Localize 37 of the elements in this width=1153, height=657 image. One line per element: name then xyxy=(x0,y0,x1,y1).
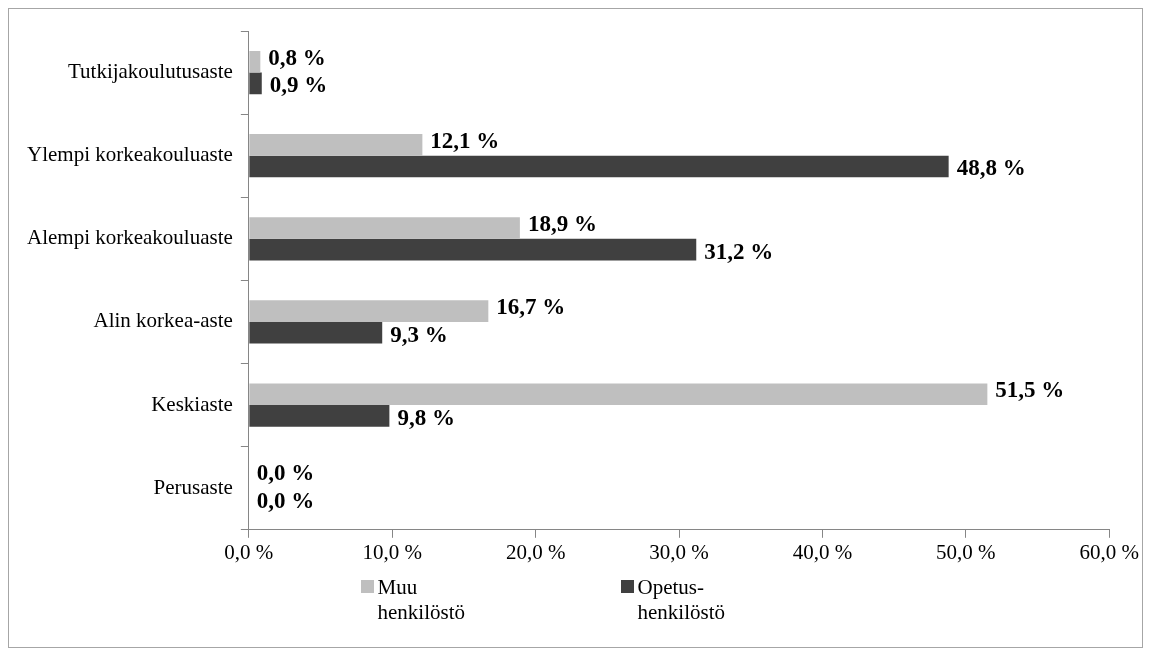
bar xyxy=(249,155,949,178)
bar xyxy=(249,50,261,73)
y-tick-label: Tutkijakoulutusaste xyxy=(67,59,233,84)
x-tick-label: 10,0 % xyxy=(362,539,423,564)
x-tick-label: 20,0 % xyxy=(505,539,566,564)
x-tick-label: 30,0 % xyxy=(649,539,709,564)
x-tick-label: 50,0 % xyxy=(936,539,996,564)
data-label: 9,8 % xyxy=(397,404,455,430)
data-label: 9,3 % xyxy=(390,321,448,347)
bar xyxy=(249,383,988,406)
data-label: 0,8 % xyxy=(268,44,326,70)
bar xyxy=(249,217,520,239)
bar xyxy=(249,72,262,95)
bar xyxy=(249,238,697,261)
x-tick-label: 0,0 % xyxy=(224,539,274,564)
y-tick-label: Alempi korkeakouluaste xyxy=(27,225,233,250)
data-label: 16,7 % xyxy=(496,294,566,320)
y-tick-label: Perusaste xyxy=(153,474,233,499)
data-label: 18,9 % xyxy=(527,210,597,236)
bar xyxy=(249,134,423,156)
data-label: 0,9 % xyxy=(269,72,328,98)
bar xyxy=(249,405,390,427)
data-label: 0,0 % xyxy=(256,487,315,513)
bar xyxy=(249,321,383,344)
data-label: 31,2 % xyxy=(704,238,774,264)
data-label: 51,5 % xyxy=(995,377,1065,403)
data-label: 0,0 % xyxy=(256,460,315,486)
x-tick-label: 40,0 % xyxy=(792,539,853,564)
y-tick-label: Alin korkea-aste xyxy=(93,308,233,333)
y-tick-label: Keskiaste xyxy=(151,391,233,416)
data-label: 12,1 % xyxy=(430,127,500,153)
legend-label: Muu henkilöstö xyxy=(377,575,466,626)
bar xyxy=(249,300,489,322)
data-label: 48,8 % xyxy=(956,155,1026,181)
y-tick-label: Ylempi korkeakouluaste xyxy=(27,142,233,167)
legend-label: Opetus-henkilöstö xyxy=(637,575,726,626)
x-tick-label: 60,0 % xyxy=(1079,539,1139,564)
